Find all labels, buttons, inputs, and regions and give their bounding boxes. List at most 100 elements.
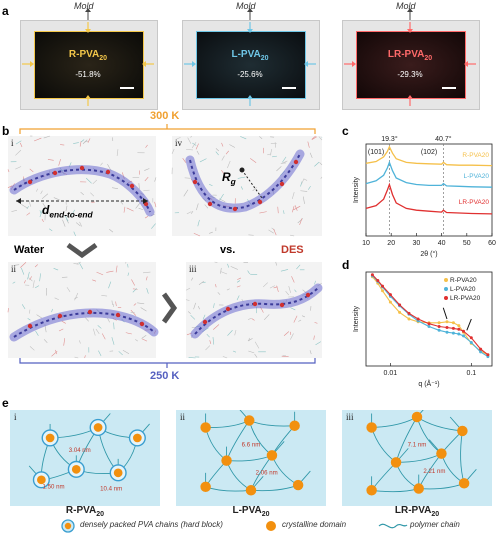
shrinkage-value: -29.3% <box>397 70 423 79</box>
sim-box-iii <box>186 262 322 358</box>
network-name: LR-PVA20 <box>394 505 440 518</box>
crystalline-domain <box>390 457 402 468</box>
data-point <box>388 300 392 304</box>
legend-marker <box>444 296 448 300</box>
panel-label-e: e <box>2 396 9 410</box>
legend-crystal-icon <box>266 521 276 531</box>
distance-label: 10.4 nm <box>100 485 122 492</box>
roman-ii: ii <box>11 264 17 274</box>
legend-entry: LR-PVA20 <box>450 295 481 302</box>
x-tick-label: 10 <box>362 240 370 247</box>
scale-bar <box>120 87 134 89</box>
saxs-chart: 0.01 0.1 q (Å⁻¹) Intensity R-PVA20 L-PVA20 LR-… <box>353 271 493 388</box>
data-point <box>437 325 441 328</box>
arrow-icon <box>442 307 448 320</box>
data-point <box>462 334 465 338</box>
data-point <box>388 293 392 297</box>
data-point <box>479 347 483 351</box>
network-diagram: 6.6 nm 2.06 nm <box>200 410 311 496</box>
polymer-chain <box>418 482 465 490</box>
x-tick-label: 60 <box>488 240 496 247</box>
rg-label: Rg <box>222 170 236 187</box>
crystalline-domain <box>292 479 304 491</box>
mold-label: Mold <box>236 1 256 11</box>
y-axis-label: Intensity <box>353 176 360 203</box>
legend-entry: L-PVA20 <box>450 286 476 293</box>
x-axis-label: 2θ (°) <box>420 250 437 258</box>
polymer-chain <box>416 416 463 432</box>
data-point <box>462 329 465 333</box>
data-point <box>445 326 449 329</box>
polymer-chain <box>371 427 397 463</box>
data-point <box>398 303 402 307</box>
roman-numeral: ii <box>180 412 186 422</box>
polymer-chain <box>250 484 299 492</box>
network-name: R-PVA20 <box>65 505 105 518</box>
d-end-to-end-label: dend-to-end <box>42 203 93 220</box>
polymer-chain <box>205 427 227 461</box>
polymer-chain <box>371 416 418 428</box>
panel-label-a: a <box>2 4 9 18</box>
x-tick-label: 0.1 <box>466 370 476 377</box>
data-point <box>376 279 380 282</box>
roman-iii: iii <box>189 264 197 274</box>
water-label: Water <box>14 244 45 256</box>
data-point <box>479 350 483 354</box>
series-line-1 <box>372 275 489 358</box>
crystalline-domain <box>457 425 468 437</box>
polymer-chain <box>226 454 273 462</box>
legend-entry: R-PVA20 <box>462 152 489 159</box>
distance-label: 7.1 nm <box>408 442 427 449</box>
network-diagram: 3.04 nm 1.50 nm 10.4 nm <box>28 413 150 492</box>
legend-entry: L-PVA20 <box>463 173 489 180</box>
series-line-0 <box>365 145 493 167</box>
panel-label-b: b <box>2 124 10 138</box>
data-point <box>437 321 441 325</box>
data-point <box>381 289 384 293</box>
series-line-2 <box>365 182 493 215</box>
plot-frame <box>365 143 493 237</box>
plot-frame <box>365 271 493 367</box>
data-point <box>457 332 461 336</box>
crystalline-domain <box>200 481 211 493</box>
shrink-arrows <box>344 8 476 106</box>
mold-label: Mold <box>74 1 94 11</box>
data-point <box>451 331 455 335</box>
data-point <box>407 317 411 321</box>
plane-label-101: (101) <box>368 149 384 156</box>
crystalline-domain <box>366 485 377 496</box>
panel-b-figure <box>7 124 323 368</box>
polymer-chain <box>371 462 397 491</box>
shrink-arrows <box>184 8 316 106</box>
data-point <box>370 273 374 277</box>
network-diagram: 7.1 nm 2.21 nm <box>366 410 477 496</box>
legend-entry: R-PVA20 <box>450 277 477 284</box>
crystalline-domain <box>45 433 55 443</box>
polymer-chain <box>460 430 465 484</box>
data-point <box>457 327 461 331</box>
crystalline-domain <box>133 433 142 443</box>
distance-label: 2.21 nm <box>423 468 445 475</box>
data-point <box>381 284 384 288</box>
legend-crystal: crystalline domain <box>282 520 347 529</box>
x-tick-label: 20 <box>387 240 395 247</box>
data-point <box>445 330 449 334</box>
crystalline-domain <box>71 464 81 474</box>
film-name: L-PVA20 <box>231 49 269 62</box>
data-point <box>416 317 420 321</box>
crystalline-domain <box>221 455 232 466</box>
temp-low-label: 250 K <box>150 370 180 382</box>
data-point <box>407 311 411 315</box>
panel-label-d: d <box>342 258 350 272</box>
legend-chain-icon <box>378 523 408 529</box>
legend-hard-block: densely packed PVA chains (hard block) <box>80 520 223 529</box>
legend-marker <box>444 287 448 291</box>
legend-marker <box>444 278 448 282</box>
temp-high-label: 300 K <box>150 110 180 122</box>
xrd-chart: 10 20 30 40 50 60 2θ (°) Intensity 19.3° 40.7° (10… <box>353 135 496 258</box>
network-name: L-PVA20 <box>232 505 270 518</box>
polymer-chain <box>371 488 419 493</box>
data-point <box>451 321 455 325</box>
peak-label-40: 40.7° <box>435 135 452 143</box>
shrinkage-value: -25.6% <box>237 70 263 79</box>
